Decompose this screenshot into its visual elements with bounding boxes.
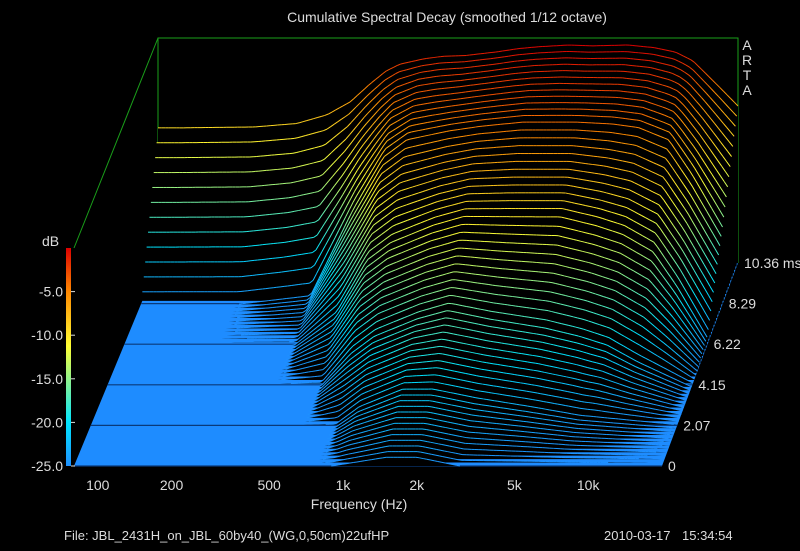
- file-name: File: JBL_2431H_on_JBL_60by40_(WG,0,50cm…: [64, 528, 390, 543]
- x-tick-label: 2k: [409, 477, 425, 493]
- color-bar: [66, 248, 71, 466]
- time-tick-label: 4.15: [698, 377, 725, 393]
- time-tick-label: 8.29: [729, 296, 756, 312]
- time-tick-label: 6.22: [714, 336, 741, 352]
- z-tick-label: -20.0: [31, 414, 63, 430]
- z-tick-label: -5.0: [39, 284, 63, 300]
- z-axis-label: dB: [42, 233, 59, 249]
- brand-mark: A R T A: [740, 38, 754, 98]
- x-tick-label: 500: [257, 477, 281, 493]
- chart-title: Cumulative Spectral Decay (smoothed 1/12…: [287, 9, 607, 25]
- z-axis-ticks: -5.0 -10.0 -15.0 -20.0 -25.0: [31, 284, 75, 474]
- decay-slice: [74, 456, 662, 467]
- time-tick-label: 10.36 ms: [744, 255, 800, 271]
- slices: [74, 44, 739, 467]
- time-tick-label: 0: [668, 458, 676, 474]
- footer-time: 15:34:54: [682, 528, 733, 543]
- decay-slice: [75, 451, 664, 463]
- z-tick-label: -25.0: [31, 458, 63, 474]
- decay-slice: [79, 434, 668, 453]
- z-tick-label: -15.0: [31, 371, 63, 387]
- x-tick-label: 10k: [577, 477, 601, 493]
- side-frame: [73, 37, 159, 249]
- decay-slice: [76, 445, 665, 460]
- brand-letter: A: [742, 37, 752, 53]
- brand-letter: T: [742, 67, 752, 83]
- x-tick-label: 5k: [507, 477, 523, 493]
- brand-letter: A: [742, 82, 752, 98]
- x-tick-label: 1k: [336, 477, 352, 493]
- z-tick-label: -10.0: [31, 327, 63, 343]
- x-tick-label: 100: [86, 477, 110, 493]
- t-axis-ticks: 0 2.07 4.15 6.22 8.29 10.36 ms: [668, 255, 800, 474]
- x-tick-label: 200: [160, 477, 184, 493]
- decay-slice: [78, 439, 666, 456]
- time-tick-label: 2.07: [683, 417, 710, 433]
- footer-date: 2010-03-17: [604, 528, 671, 543]
- x-axis-label: Frequency (Hz): [311, 496, 407, 512]
- brand-letter: R: [741, 52, 753, 68]
- x-axis-ticks: 100 200 500 1k 2k 5k 10k: [86, 477, 600, 493]
